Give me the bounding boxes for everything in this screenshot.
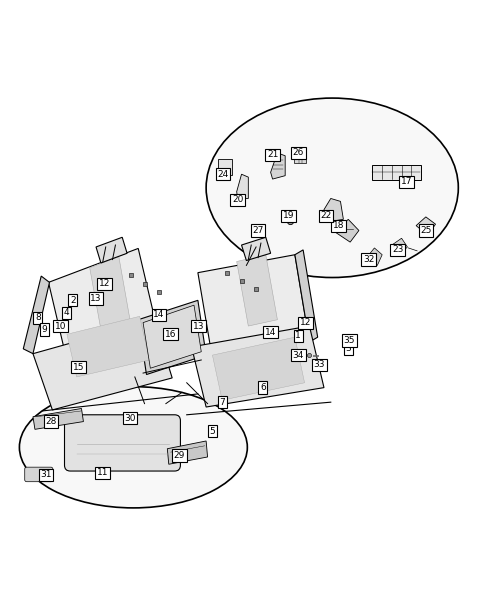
Text: 9: 9 (42, 325, 47, 334)
Text: 19: 19 (282, 211, 294, 220)
Text: 12: 12 (299, 318, 311, 327)
Text: 2: 2 (70, 296, 76, 305)
Polygon shape (323, 198, 343, 221)
Text: 31: 31 (40, 471, 52, 479)
Ellipse shape (206, 98, 457, 277)
Text: 11: 11 (97, 468, 108, 478)
Polygon shape (415, 217, 435, 236)
Polygon shape (241, 237, 270, 260)
Text: 13: 13 (193, 322, 204, 330)
Text: 6: 6 (259, 383, 265, 392)
FancyBboxPatch shape (218, 158, 231, 175)
Polygon shape (294, 250, 317, 342)
Text: 21: 21 (266, 150, 278, 159)
Text: 10: 10 (55, 322, 66, 330)
Text: 22: 22 (319, 211, 331, 220)
Text: 35: 35 (343, 336, 354, 345)
Text: 12: 12 (98, 279, 110, 289)
Text: 32: 32 (362, 255, 374, 264)
Polygon shape (96, 237, 127, 263)
Text: 14: 14 (153, 310, 165, 319)
Polygon shape (191, 326, 323, 407)
Text: 29: 29 (173, 451, 185, 460)
Text: 3: 3 (345, 345, 350, 353)
Polygon shape (270, 153, 285, 179)
Polygon shape (391, 238, 407, 254)
Text: 15: 15 (73, 363, 84, 372)
Text: 28: 28 (45, 417, 57, 426)
FancyBboxPatch shape (64, 415, 180, 471)
Text: 20: 20 (231, 196, 243, 204)
Polygon shape (365, 248, 381, 266)
FancyBboxPatch shape (25, 467, 53, 482)
Polygon shape (67, 316, 149, 377)
FancyBboxPatch shape (371, 164, 420, 180)
Polygon shape (236, 254, 277, 326)
Polygon shape (197, 254, 309, 359)
Text: 14: 14 (264, 328, 276, 337)
Text: 23: 23 (391, 246, 403, 254)
Text: 17: 17 (400, 177, 411, 187)
Text: 27: 27 (252, 226, 263, 235)
Text: 25: 25 (419, 226, 431, 235)
Text: 8: 8 (35, 313, 41, 322)
Text: 18: 18 (332, 221, 344, 230)
Polygon shape (33, 409, 83, 429)
Text: 16: 16 (165, 330, 176, 339)
FancyBboxPatch shape (294, 154, 305, 163)
Polygon shape (335, 219, 358, 242)
Ellipse shape (19, 386, 247, 508)
Text: 34: 34 (292, 350, 303, 360)
Polygon shape (138, 300, 206, 375)
Text: 24: 24 (217, 170, 228, 178)
Text: 1: 1 (295, 331, 301, 340)
Polygon shape (90, 257, 130, 329)
Text: 30: 30 (124, 413, 136, 423)
Polygon shape (143, 305, 201, 368)
Polygon shape (236, 174, 248, 198)
Text: 7: 7 (219, 398, 225, 406)
Polygon shape (212, 337, 304, 401)
Text: 4: 4 (63, 309, 69, 317)
Polygon shape (33, 320, 172, 410)
Polygon shape (23, 276, 49, 353)
Polygon shape (48, 249, 157, 365)
Text: 33: 33 (313, 360, 324, 369)
Text: 26: 26 (292, 148, 303, 157)
Text: 13: 13 (90, 294, 102, 303)
Text: 5: 5 (209, 427, 215, 436)
Polygon shape (167, 441, 207, 464)
